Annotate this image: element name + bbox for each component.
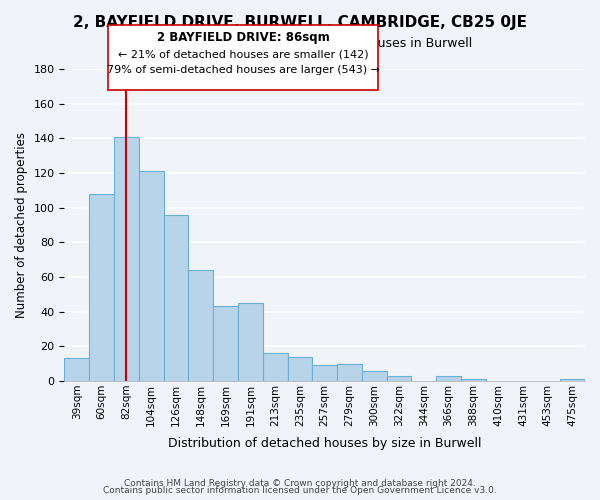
Bar <box>139 172 164 381</box>
Text: Size of property relative to detached houses in Burwell: Size of property relative to detached ho… <box>128 38 472 51</box>
Y-axis label: Number of detached properties: Number of detached properties <box>15 132 28 318</box>
Bar <box>287 356 313 381</box>
Text: 79% of semi-detached houses are larger (543) →: 79% of semi-detached houses are larger (… <box>107 65 380 75</box>
Bar <box>89 194 114 381</box>
Text: ← 21% of detached houses are smaller (142): ← 21% of detached houses are smaller (14… <box>118 49 368 59</box>
Text: Contains public sector information licensed under the Open Government Licence v3: Contains public sector information licen… <box>103 486 497 495</box>
Bar <box>263 354 287 381</box>
Text: Contains HM Land Registry data © Crown copyright and database right 2024.: Contains HM Land Registry data © Crown c… <box>124 478 476 488</box>
Text: 2 BAYFIELD DRIVE: 86sqm: 2 BAYFIELD DRIVE: 86sqm <box>157 32 329 44</box>
Bar <box>188 270 213 381</box>
Bar <box>560 380 585 381</box>
X-axis label: Distribution of detached houses by size in Burwell: Distribution of detached houses by size … <box>168 437 481 450</box>
Bar <box>164 214 188 381</box>
Bar <box>114 136 139 381</box>
Bar <box>238 303 263 381</box>
Bar <box>64 358 89 381</box>
Bar <box>213 306 238 381</box>
Bar <box>436 376 461 381</box>
Bar <box>461 380 486 381</box>
Bar <box>313 366 337 381</box>
Bar <box>386 376 412 381</box>
Bar <box>337 364 362 381</box>
Text: 2, BAYFIELD DRIVE, BURWELL, CAMBRIDGE, CB25 0JE: 2, BAYFIELD DRIVE, BURWELL, CAMBRIDGE, C… <box>73 15 527 30</box>
Bar <box>362 370 386 381</box>
